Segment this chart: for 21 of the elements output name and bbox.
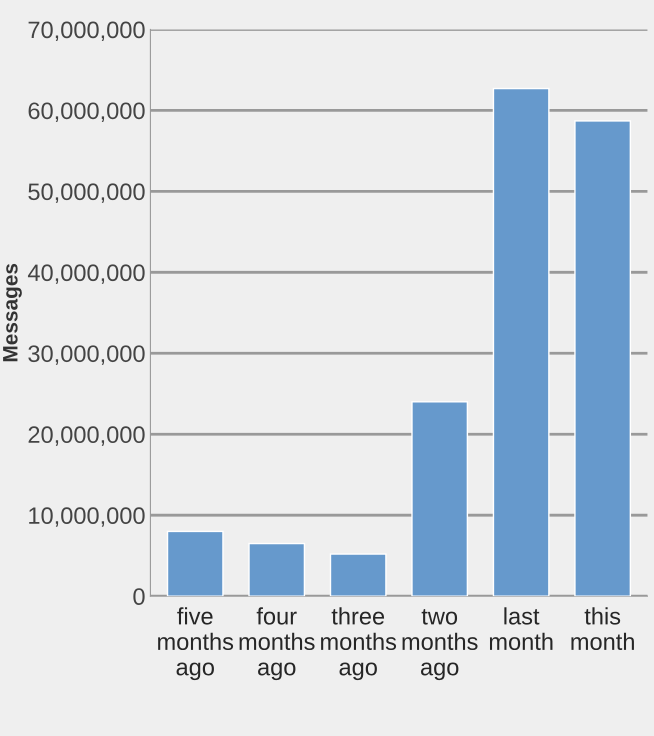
y-axis-title: Messages	[3, 264, 22, 362]
y-tick-label: 20,000,000	[28, 426, 145, 446]
bar	[166, 530, 224, 596]
bar	[574, 120, 632, 596]
x-tick-label: last month	[490, 607, 552, 650]
y-tick-label: 0	[133, 588, 145, 605]
y-tick-label: 60,000,000	[28, 102, 145, 122]
x-tick-label: this month	[571, 607, 634, 650]
x-tick-label: four months ago	[240, 607, 315, 680]
x-tick-label: two months ago	[402, 609, 478, 680]
x-tick-label: five months ago	[158, 607, 234, 680]
bar	[492, 88, 550, 596]
bar	[248, 542, 306, 596]
x-tick-label: three months ago	[321, 607, 396, 680]
y-tick-label: 40,000,000	[28, 264, 145, 284]
y-tick-label: 70,000,000	[28, 22, 145, 42]
y-tick-label: 30,000,000	[28, 345, 145, 365]
y-tick-label: 50,000,000	[28, 183, 145, 203]
bar	[411, 401, 468, 596]
bar	[330, 553, 387, 596]
y-tick-label: 10,000,000	[29, 507, 145, 527]
